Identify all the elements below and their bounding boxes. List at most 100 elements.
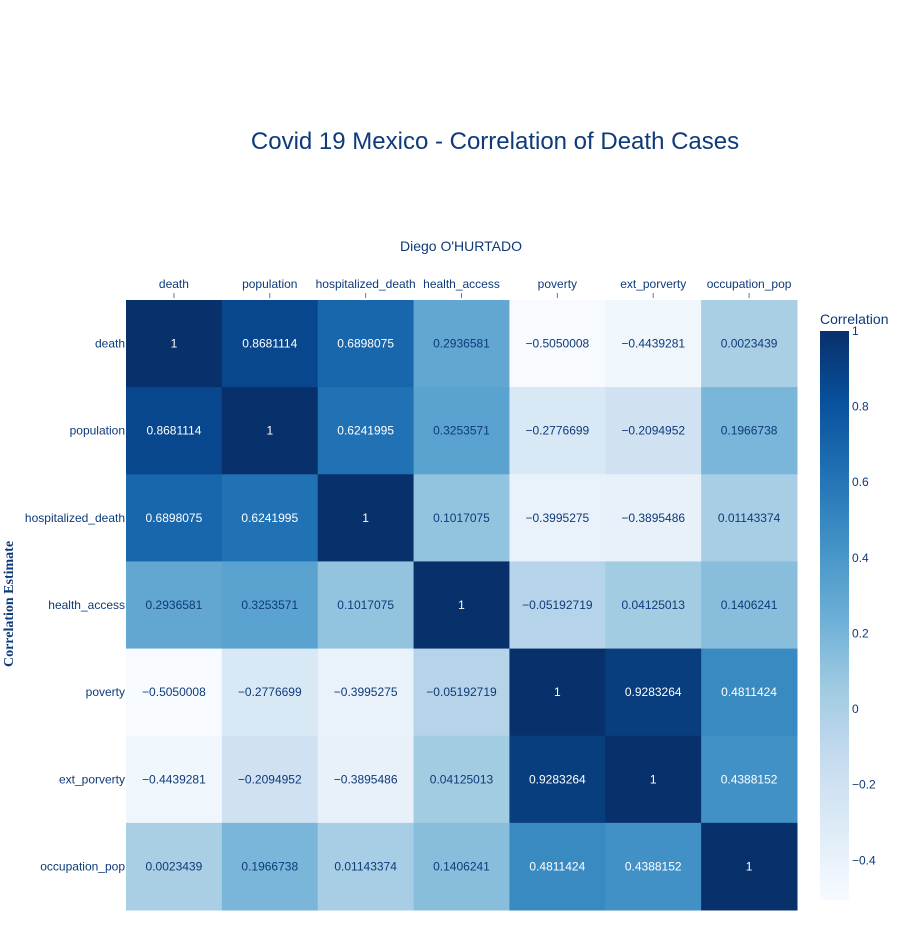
cell-value-label: −0.2776699 xyxy=(525,424,589,438)
cell-value-label: 0.0023439 xyxy=(721,337,778,351)
heatmap-cell xyxy=(605,474,702,562)
x-tick-label: health_access xyxy=(423,277,500,291)
heatmap-cell xyxy=(317,735,415,824)
heatmap-cell xyxy=(126,648,223,737)
cell-value-label: 0.9283264 xyxy=(529,772,586,786)
cell-value-label: 0.2936581 xyxy=(146,598,203,612)
cell-value-label: 0.4811424 xyxy=(529,859,585,873)
cell-value-label: −0.4439281 xyxy=(621,337,685,351)
heatmap-cell xyxy=(317,822,415,911)
cell-value-label: 0.8681114 xyxy=(146,424,201,438)
x-tick-label: occupation_pop xyxy=(707,277,792,291)
heatmap-cells: 1 0.8681114 0.6898075 0.2936581 −0.5050008 −0… xyxy=(126,300,798,911)
heatmap-cell xyxy=(605,387,702,475)
cell-value-label: −0.4439281 xyxy=(142,772,206,786)
y-tick-label: occupation_pop xyxy=(40,859,125,873)
x-tick-label: death xyxy=(159,277,189,291)
heatmap-cell xyxy=(317,648,415,737)
cell-value-label: 1 xyxy=(362,511,369,525)
cell-value-label: 0.1966738 xyxy=(241,859,298,873)
heatmap-cell xyxy=(126,735,223,824)
heatmap-cell xyxy=(126,300,223,388)
cell-value-label: 0.0023439 xyxy=(146,859,203,873)
heatmap-cell xyxy=(221,648,319,737)
heatmap-cell xyxy=(701,735,798,824)
cell-value-label: 0.04125013 xyxy=(430,772,494,786)
heatmap-cell xyxy=(126,474,223,562)
heatmap-cell xyxy=(605,561,702,650)
cell-value-label: 1 xyxy=(458,598,465,612)
heatmap-cell xyxy=(509,648,606,737)
cell-value-label: 1 xyxy=(266,424,273,438)
cell-value-label: 0.2936581 xyxy=(433,337,490,351)
cell-value-label: 1 xyxy=(171,337,178,351)
heatmap-cell xyxy=(221,822,319,911)
x-tick-label: hospitalized_death xyxy=(316,277,416,291)
colorbar-tick-label: −0.2 xyxy=(852,778,876,792)
cell-value-label: −0.05192719 xyxy=(522,598,593,612)
x-tick-label: poverty xyxy=(538,277,577,291)
y-tick-label: death xyxy=(95,337,125,351)
cell-value-label: −0.5050008 xyxy=(525,337,589,351)
heatmap-cell xyxy=(413,300,510,388)
heatmap-cell xyxy=(509,735,606,824)
heatmap-cell xyxy=(317,561,415,650)
colorbar-tick-label: 0 xyxy=(852,702,859,716)
cell-value-label: 0.4388152 xyxy=(625,859,682,873)
cell-value-label: 0.4811424 xyxy=(721,685,777,699)
colorbar-tick-label: 0.6 xyxy=(852,475,869,489)
cell-value-label: 1 xyxy=(554,685,561,699)
heatmap-cell xyxy=(126,561,223,650)
heatmap-cell xyxy=(413,648,510,737)
colorbar-tick-label: 0.8 xyxy=(852,400,869,414)
heatmap-cell xyxy=(701,561,798,650)
cell-value-label: −0.3895486 xyxy=(621,511,685,525)
heatmap-cell xyxy=(413,822,510,911)
heatmap-cell xyxy=(221,300,319,388)
heatmap-cell xyxy=(605,648,702,737)
heatmap-cell xyxy=(605,300,702,388)
cell-value-label: 0.6898075 xyxy=(337,337,394,351)
heatmap-cell xyxy=(221,387,319,475)
y-tick-label: hospitalized_death xyxy=(25,511,125,525)
y-axis-title: Correlation Estimate xyxy=(2,541,17,667)
colorbar-tick-label: 1 xyxy=(852,324,859,338)
x-tick-label: population xyxy=(242,277,297,291)
cell-value-label: 1 xyxy=(650,772,657,786)
cell-value-label: −0.2094952 xyxy=(621,424,685,438)
y-tick-label: population xyxy=(70,424,125,438)
heatmap-cell xyxy=(413,474,510,562)
heatmap-cell xyxy=(701,474,798,562)
cell-value-label: 0.6241995 xyxy=(337,424,394,438)
cell-value-label: 0.6898075 xyxy=(146,511,203,525)
cell-value-label: 0.9283264 xyxy=(625,685,682,699)
cell-value-label: −0.3995275 xyxy=(525,511,589,525)
heatmap-cell xyxy=(605,735,702,824)
chart-subtitle: Diego O'HURTADO xyxy=(400,238,522,254)
heatmap-cell xyxy=(605,822,702,911)
colorbar-tick-label: 0.2 xyxy=(852,626,869,640)
colorbar-gradient xyxy=(820,331,849,900)
heatmap-cell xyxy=(701,648,798,737)
cell-value-label: −0.05192719 xyxy=(426,685,497,699)
heatmap-cell xyxy=(221,735,319,824)
cell-value-label: 0.1017075 xyxy=(337,598,394,612)
colorbar-title: Correlation xyxy=(820,311,888,327)
cell-value-label: −0.2094952 xyxy=(238,772,302,786)
cell-value-label: 0.1406241 xyxy=(721,598,778,612)
heatmap-cell xyxy=(317,474,415,562)
heatmap-cell xyxy=(317,300,415,388)
heatmap-cell xyxy=(509,300,606,388)
heatmap-cell xyxy=(509,474,606,562)
y-tick-label: ext_porverty xyxy=(59,772,125,786)
x-tick-label: ext_porverty xyxy=(620,277,686,291)
cell-value-label: 0.01143374 xyxy=(334,859,397,873)
cell-value-label: 0.4388152 xyxy=(721,772,778,786)
cell-value-label: 1 xyxy=(746,859,753,873)
heatmap-cell xyxy=(126,387,223,475)
cell-value-label: −0.2776699 xyxy=(238,685,302,699)
heatmap-cell xyxy=(509,561,606,650)
y-axis-ticks: death population hospitalized_death health_… xyxy=(25,337,125,874)
cell-value-label: 0.04125013 xyxy=(622,598,686,612)
